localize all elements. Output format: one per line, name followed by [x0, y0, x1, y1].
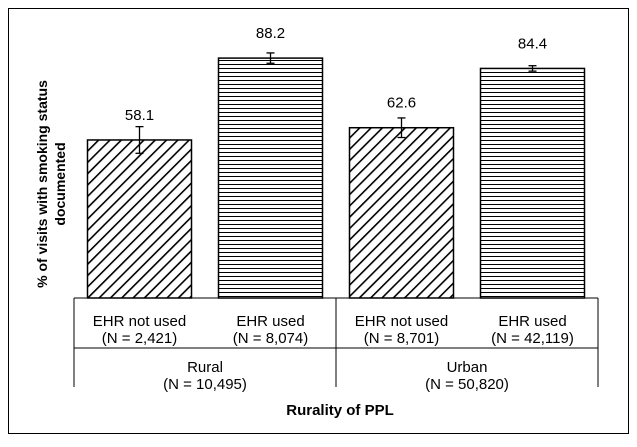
x-tick-n-label: (N = 8,701)	[364, 330, 439, 347]
bar-rural-ehr-not-used	[86, 139, 193, 299]
x-tick-n-label: (N = 2,421)	[102, 330, 177, 347]
x-axis-title: Rurality of PPL	[286, 402, 394, 419]
data-label: 88.2	[256, 25, 285, 42]
bar-rural-ehr-used	[217, 57, 324, 299]
group-label: Rural	[187, 359, 223, 376]
group-n-label: (N = 10,495)	[163, 376, 247, 393]
x-tick-label: EHR used	[498, 313, 566, 330]
x-tick-label: EHR not used	[93, 313, 186, 330]
y-axis-label-line-1: % of visits with smoking status	[34, 80, 50, 288]
x-tick-label: EHR not used	[355, 313, 448, 330]
outer-border	[8, 8, 629, 434]
bar-urban-ehr-not-used	[348, 126, 455, 299]
group-label: Urban	[447, 359, 488, 376]
x-tick-n-label: (N = 8,074)	[233, 330, 308, 347]
group-n-label: (N = 50,820)	[425, 376, 509, 393]
x-tick-label: EHR used	[236, 313, 304, 330]
data-label: 62.6	[387, 95, 416, 112]
data-label: 58.1	[125, 107, 154, 124]
data-label: 84.4	[518, 35, 547, 52]
y-axis-label-line-2: documented	[52, 142, 68, 225]
bar-urban-ehr-used	[479, 67, 586, 299]
x-tick-n-label: (N = 42,119)	[491, 330, 574, 347]
